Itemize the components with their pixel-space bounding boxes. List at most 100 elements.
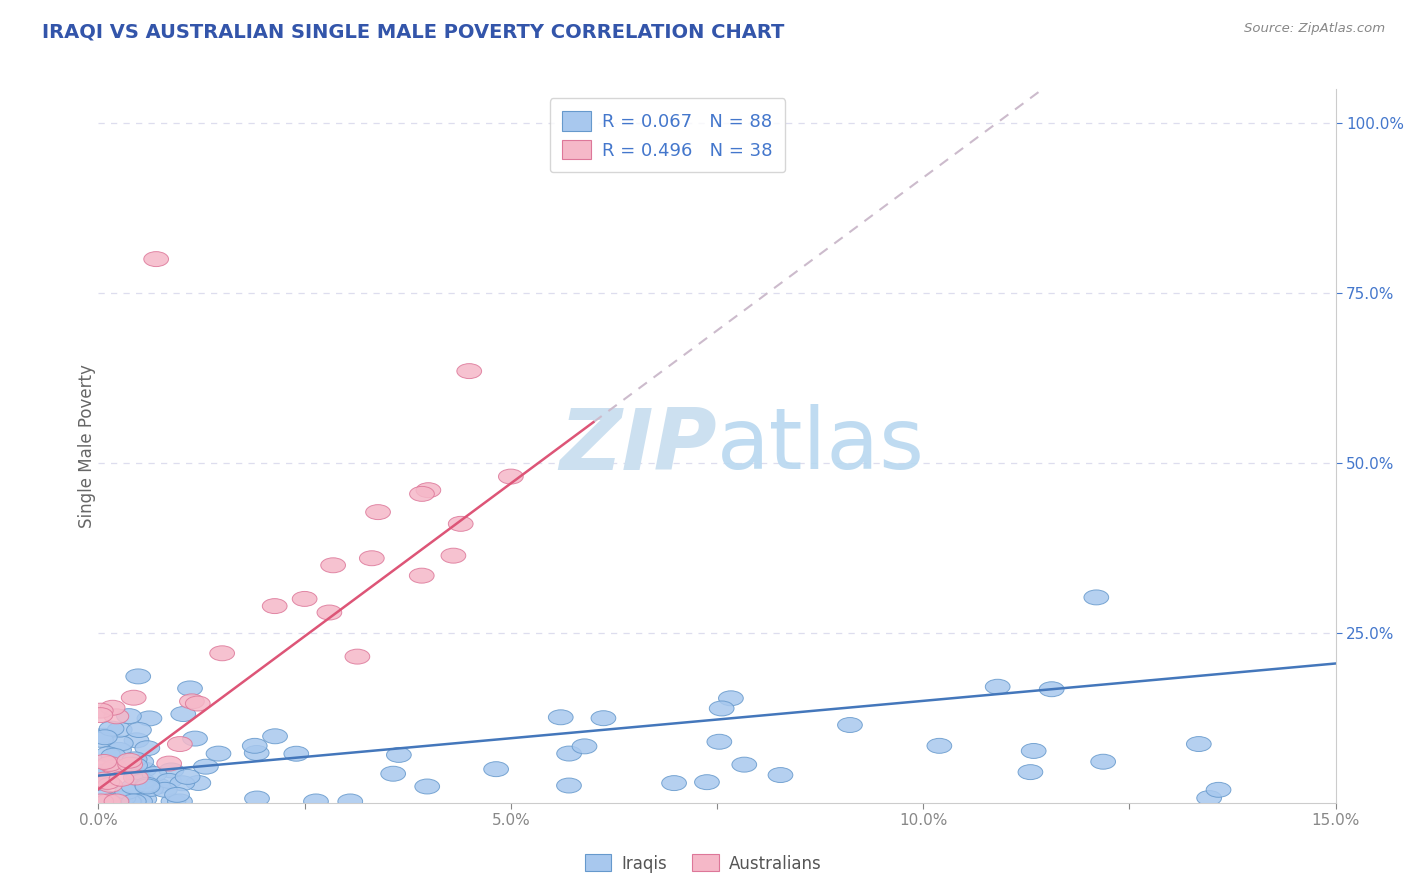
Ellipse shape: [170, 776, 194, 790]
Ellipse shape: [101, 748, 127, 764]
Ellipse shape: [263, 599, 287, 614]
Ellipse shape: [128, 794, 152, 809]
Ellipse shape: [146, 779, 172, 794]
Y-axis label: Single Male Poverty: Single Male Poverty: [79, 364, 96, 528]
Ellipse shape: [548, 710, 574, 725]
Ellipse shape: [117, 753, 142, 768]
Ellipse shape: [110, 772, 134, 786]
Ellipse shape: [1039, 681, 1064, 697]
Ellipse shape: [96, 747, 121, 762]
Ellipse shape: [209, 646, 235, 661]
Ellipse shape: [733, 757, 756, 772]
Ellipse shape: [707, 734, 731, 749]
Ellipse shape: [183, 731, 208, 746]
Ellipse shape: [118, 757, 142, 772]
Ellipse shape: [316, 605, 342, 620]
Ellipse shape: [1018, 764, 1043, 780]
Ellipse shape: [96, 774, 120, 789]
Ellipse shape: [101, 761, 127, 775]
Ellipse shape: [337, 794, 363, 809]
Ellipse shape: [441, 549, 465, 563]
Ellipse shape: [93, 730, 117, 745]
Ellipse shape: [103, 793, 128, 808]
Ellipse shape: [91, 728, 117, 743]
Ellipse shape: [284, 747, 309, 761]
Ellipse shape: [124, 733, 149, 747]
Ellipse shape: [499, 469, 523, 484]
Ellipse shape: [572, 739, 598, 754]
Ellipse shape: [409, 486, 434, 501]
Legend: Iraqis, Australians: Iraqis, Australians: [578, 847, 828, 880]
Ellipse shape: [103, 760, 127, 774]
Ellipse shape: [117, 794, 142, 809]
Ellipse shape: [111, 790, 135, 805]
Ellipse shape: [107, 723, 132, 737]
Ellipse shape: [131, 773, 155, 789]
Ellipse shape: [100, 700, 125, 715]
Ellipse shape: [165, 788, 190, 802]
Ellipse shape: [143, 252, 169, 267]
Ellipse shape: [838, 717, 862, 732]
Ellipse shape: [927, 739, 952, 754]
Ellipse shape: [186, 775, 211, 790]
Ellipse shape: [121, 779, 146, 794]
Ellipse shape: [167, 737, 193, 752]
Ellipse shape: [194, 759, 218, 774]
Ellipse shape: [122, 752, 148, 767]
Ellipse shape: [695, 774, 720, 789]
Ellipse shape: [177, 681, 202, 696]
Ellipse shape: [129, 755, 153, 769]
Ellipse shape: [108, 736, 134, 751]
Text: atlas: atlas: [717, 404, 925, 488]
Ellipse shape: [118, 794, 142, 809]
Ellipse shape: [89, 794, 114, 809]
Ellipse shape: [180, 694, 204, 709]
Ellipse shape: [986, 680, 1010, 694]
Ellipse shape: [292, 591, 316, 607]
Ellipse shape: [89, 703, 112, 718]
Ellipse shape: [409, 568, 434, 583]
Legend: R = 0.067   N = 88, R = 0.496   N = 38: R = 0.067 N = 88, R = 0.496 N = 38: [550, 98, 786, 172]
Ellipse shape: [100, 721, 124, 736]
Ellipse shape: [91, 755, 117, 770]
Ellipse shape: [162, 794, 186, 809]
Ellipse shape: [122, 758, 148, 772]
Ellipse shape: [159, 763, 184, 778]
Ellipse shape: [718, 690, 744, 706]
Ellipse shape: [381, 766, 405, 781]
Ellipse shape: [104, 709, 129, 723]
Ellipse shape: [127, 723, 152, 738]
Ellipse shape: [366, 505, 391, 520]
Ellipse shape: [245, 791, 270, 806]
Ellipse shape: [91, 764, 115, 780]
Ellipse shape: [89, 707, 112, 723]
Ellipse shape: [1021, 743, 1046, 758]
Ellipse shape: [156, 773, 181, 789]
Ellipse shape: [157, 756, 181, 771]
Ellipse shape: [1084, 590, 1109, 605]
Ellipse shape: [1091, 755, 1115, 769]
Ellipse shape: [344, 649, 370, 665]
Ellipse shape: [132, 762, 156, 777]
Ellipse shape: [121, 794, 146, 809]
Ellipse shape: [591, 711, 616, 726]
Text: Source: ZipAtlas.com: Source: ZipAtlas.com: [1244, 22, 1385, 36]
Ellipse shape: [449, 516, 472, 532]
Ellipse shape: [263, 729, 287, 744]
Ellipse shape: [91, 772, 117, 787]
Ellipse shape: [457, 364, 482, 378]
Ellipse shape: [415, 779, 440, 794]
Ellipse shape: [115, 784, 139, 799]
Ellipse shape: [152, 782, 177, 797]
Ellipse shape: [127, 669, 150, 684]
Ellipse shape: [139, 781, 163, 797]
Ellipse shape: [135, 777, 160, 792]
Ellipse shape: [107, 742, 131, 757]
Text: IRAQI VS AUSTRALIAN SINGLE MALE POVERTY CORRELATION CHART: IRAQI VS AUSTRALIAN SINGLE MALE POVERTY …: [42, 22, 785, 41]
Ellipse shape: [207, 746, 231, 761]
Ellipse shape: [176, 770, 200, 784]
Ellipse shape: [416, 483, 440, 498]
Ellipse shape: [89, 767, 114, 782]
Ellipse shape: [1187, 737, 1211, 752]
Ellipse shape: [125, 770, 150, 785]
